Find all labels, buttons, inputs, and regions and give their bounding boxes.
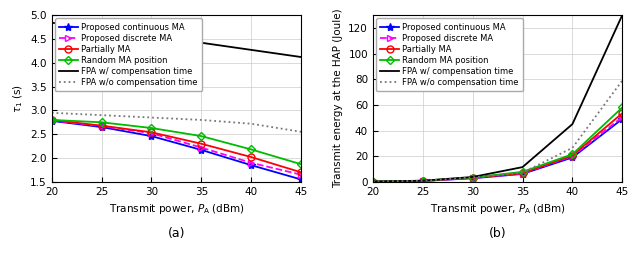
Proposed discrete MA [419, 179, 427, 183]
Y-axis label: $\tau_1$ (s): $\tau_1$ (s) [11, 84, 25, 113]
FPA w/ compensation time [297, 55, 305, 59]
Proposed discrete MA [568, 155, 576, 158]
FPA w/o compensation time [568, 146, 576, 150]
FPA w/ compensation time [98, 27, 106, 30]
FPA w/o compensation time [618, 79, 626, 82]
Proposed continuous MA [469, 177, 477, 180]
Proposed continuous MA [148, 134, 156, 138]
FPA w/ compensation time [518, 165, 526, 169]
FPA w/o compensation time [469, 176, 477, 179]
Line: Proposed discrete MA: Proposed discrete MA [49, 117, 304, 178]
FPA w/ compensation time [618, 14, 626, 17]
Proposed continuous MA [618, 117, 626, 121]
Partially MA [48, 118, 56, 122]
Partially MA [419, 179, 427, 183]
X-axis label: Transmit power, $P_{\rm A}$ (dBm): Transmit power, $P_{\rm A}$ (dBm) [429, 202, 566, 216]
Line: FPA w/o compensation time: FPA w/o compensation time [52, 113, 301, 132]
Proposed continuous MA [297, 178, 305, 181]
Proposed continuous MA [568, 156, 576, 159]
Proposed continuous MA [98, 125, 106, 129]
Proposed discrete MA [148, 132, 156, 135]
Proposed continuous MA [369, 180, 377, 183]
Title: (b): (b) [489, 227, 506, 240]
Partially MA [297, 171, 305, 174]
Random MA position [419, 179, 427, 182]
Random MA position [297, 163, 305, 166]
Line: Partially MA: Partially MA [369, 110, 626, 185]
Line: Proposed discrete MA: Proposed discrete MA [370, 114, 625, 185]
Y-axis label: Transmit energy at the HAP (Joule): Transmit energy at the HAP (Joule) [333, 9, 343, 188]
Random MA position [369, 180, 377, 183]
Proposed discrete MA [518, 172, 526, 175]
Line: Proposed continuous MA: Proposed continuous MA [369, 115, 627, 186]
Proposed discrete MA [297, 173, 305, 176]
FPA w/ compensation time [48, 21, 56, 24]
Partially MA [369, 180, 377, 183]
Proposed discrete MA [98, 124, 106, 128]
Legend: Proposed continuous MA, Proposed discrete MA, Partially MA, Random MA position, : Proposed continuous MA, Proposed discret… [376, 19, 523, 91]
FPA w/o compensation time [98, 114, 106, 117]
Line: FPA w/o compensation time: FPA w/o compensation time [373, 81, 622, 181]
Proposed continuous MA [248, 163, 255, 167]
Proposed continuous MA [419, 179, 427, 183]
Partially MA [98, 124, 106, 127]
Line: FPA w/ compensation time: FPA w/ compensation time [52, 23, 301, 57]
X-axis label: Transmit power, $P_{\rm A}$ (dBm): Transmit power, $P_{\rm A}$ (dBm) [109, 202, 244, 216]
Proposed discrete MA [618, 116, 626, 119]
FPA w/o compensation time [297, 130, 305, 134]
FPA w/o compensation time [369, 180, 377, 183]
FPA w/o compensation time [419, 179, 427, 182]
Random MA position [518, 170, 526, 173]
Line: Random MA position: Random MA position [370, 104, 625, 185]
FPA w/o compensation time [248, 122, 255, 125]
Random MA position [198, 134, 205, 138]
Partially MA [568, 154, 576, 157]
Proposed discrete MA [198, 146, 205, 149]
FPA w/o compensation time [148, 116, 156, 119]
Title: (a): (a) [168, 227, 185, 240]
Random MA position [148, 126, 156, 130]
Partially MA [248, 155, 255, 159]
FPA w/ compensation time [148, 34, 156, 37]
FPA w/o compensation time [518, 171, 526, 174]
Random MA position [98, 121, 106, 124]
FPA w/ compensation time [198, 41, 205, 44]
Partially MA [518, 171, 526, 175]
Partially MA [148, 131, 156, 134]
Proposed continuous MA [518, 172, 526, 176]
FPA w/o compensation time [198, 118, 205, 122]
Line: Partially MA: Partially MA [48, 116, 305, 176]
FPA w/ compensation time [369, 180, 377, 183]
Line: FPA w/ compensation time: FPA w/ compensation time [373, 15, 622, 181]
Proposed continuous MA [198, 148, 205, 152]
FPA w/ compensation time [419, 179, 427, 182]
Proposed continuous MA [48, 119, 56, 122]
FPA w/ compensation time [248, 48, 255, 52]
Random MA position [469, 176, 477, 179]
Random MA position [568, 153, 576, 156]
Proposed discrete MA [48, 119, 56, 122]
Line: Proposed continuous MA: Proposed continuous MA [47, 117, 305, 184]
Line: Random MA position: Random MA position [49, 117, 304, 167]
FPA w/o compensation time [48, 111, 56, 114]
Proposed discrete MA [248, 161, 255, 165]
Random MA position [48, 118, 56, 122]
Partially MA [198, 142, 205, 145]
Random MA position [618, 106, 626, 109]
Proposed discrete MA [369, 180, 377, 183]
Legend: Proposed continuous MA, Proposed discrete MA, Partially MA, Random MA position, : Proposed continuous MA, Proposed discret… [55, 19, 202, 91]
FPA w/ compensation time [568, 122, 576, 126]
Partially MA [469, 176, 477, 179]
Random MA position [248, 148, 255, 151]
Proposed discrete MA [469, 176, 477, 180]
FPA w/ compensation time [469, 175, 477, 179]
Partially MA [618, 112, 626, 115]
